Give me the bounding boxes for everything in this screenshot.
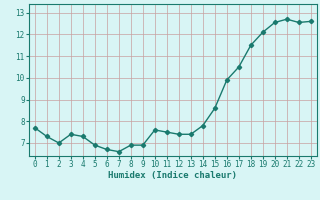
X-axis label: Humidex (Indice chaleur): Humidex (Indice chaleur) — [108, 171, 237, 180]
